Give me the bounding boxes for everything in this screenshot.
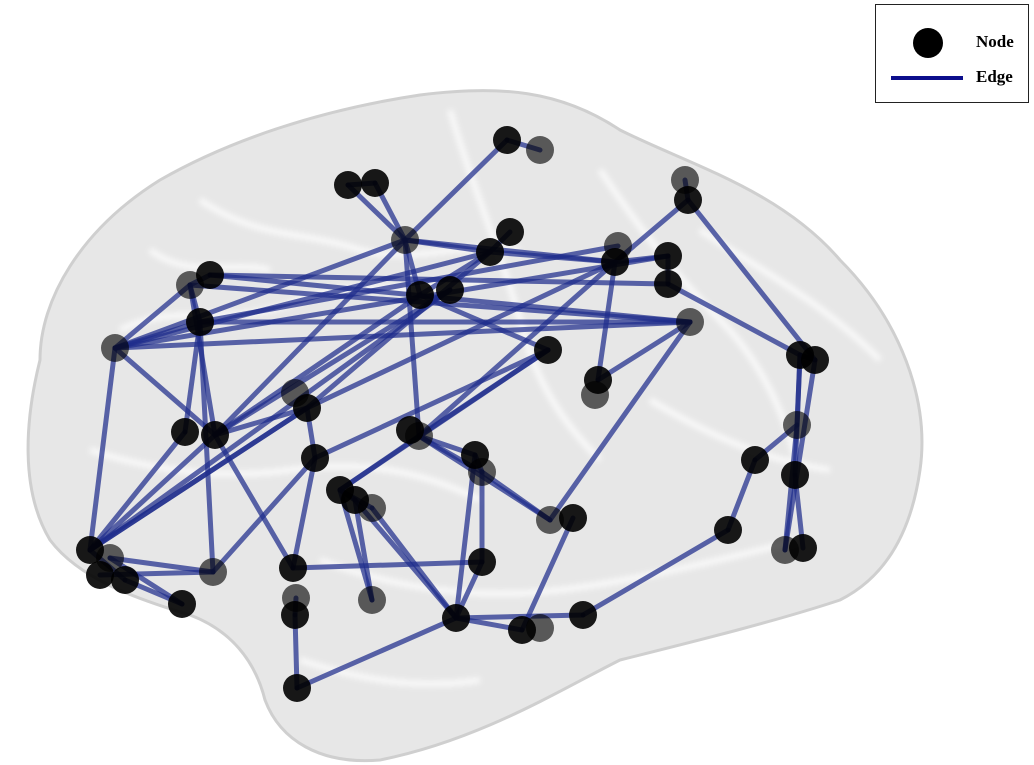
network-node [391, 226, 419, 254]
network-edge [416, 259, 618, 439]
network-edge [290, 559, 485, 571]
network-edge [87, 287, 453, 553]
network-node [468, 548, 496, 576]
network-node [301, 444, 329, 472]
network-node [396, 416, 424, 444]
network-edge [547, 319, 693, 523]
network-node [86, 561, 114, 589]
network-node [101, 334, 129, 362]
network-node [654, 242, 682, 270]
legend-node-label: Node [976, 32, 1014, 51]
network-edge [197, 319, 216, 575]
network-node [801, 346, 829, 374]
network-edge [182, 319, 203, 435]
network-edge [417, 292, 551, 353]
network-node [476, 238, 504, 266]
network-node [493, 126, 521, 154]
network-node [436, 276, 464, 304]
legend-node-entry: Node [876, 28, 1028, 58]
network-node [171, 418, 199, 446]
network-edge [107, 555, 216, 575]
network-node [569, 601, 597, 629]
legend-edge-entry: Edge [876, 63, 1028, 93]
network-node [281, 379, 309, 407]
network-edge [402, 137, 510, 243]
network-node [781, 461, 809, 489]
network-node [674, 186, 702, 214]
network-node [559, 504, 587, 532]
network-edge [197, 243, 621, 325]
network-edge [290, 455, 318, 571]
network-node [468, 458, 496, 486]
network-node [496, 218, 524, 246]
network-edge [212, 287, 453, 438]
network-edge [212, 237, 408, 438]
network-edge [87, 429, 188, 553]
network-node [406, 281, 434, 309]
network-edge [112, 249, 493, 351]
network-node [604, 232, 632, 260]
network-edge [87, 405, 310, 553]
network-edge [595, 319, 693, 383]
network-edge [112, 237, 408, 351]
network-node [201, 421, 229, 449]
edge-line-icon [891, 76, 963, 80]
network-node [281, 601, 309, 629]
network-edge [304, 259, 618, 411]
network-node [526, 136, 554, 164]
network-node [361, 169, 389, 197]
network-edge [112, 319, 693, 351]
network-node [783, 411, 811, 439]
network-edge [87, 345, 118, 553]
network-edge [519, 515, 576, 633]
network-edge [312, 347, 551, 461]
network-edge [580, 527, 731, 618]
network-node [279, 554, 307, 582]
network-edge [212, 405, 310, 438]
network-node [534, 336, 562, 364]
network-edge [337, 433, 422, 493]
network-node [196, 261, 224, 289]
network-edge [294, 615, 459, 691]
network-nodes [76, 126, 829, 702]
legend-edge-label: Edge [976, 67, 1013, 86]
brain-hemisphere-shape [26, 89, 924, 763]
network-node [199, 558, 227, 586]
legend: Node Edge [875, 4, 1029, 103]
network-node [526, 614, 554, 642]
network-node [536, 506, 564, 534]
network-node [358, 586, 386, 614]
network-node [741, 446, 769, 474]
network-node [334, 171, 362, 199]
network-edge [685, 197, 818, 363]
network-node [654, 270, 682, 298]
network-edge [112, 282, 193, 351]
network-edge [453, 452, 478, 621]
network-node [341, 486, 369, 514]
network-node [676, 308, 704, 336]
network-node [168, 590, 196, 618]
network-node [581, 381, 609, 409]
network-edge [112, 345, 218, 438]
network-edge [665, 281, 803, 358]
network-node [111, 566, 139, 594]
network-node [789, 534, 817, 562]
network-node [442, 604, 470, 632]
network-node [283, 674, 311, 702]
network-node [186, 308, 214, 336]
network-edge [369, 505, 459, 621]
network-edge [87, 432, 218, 553]
node-marker-icon [913, 28, 943, 58]
network-node [714, 516, 742, 544]
